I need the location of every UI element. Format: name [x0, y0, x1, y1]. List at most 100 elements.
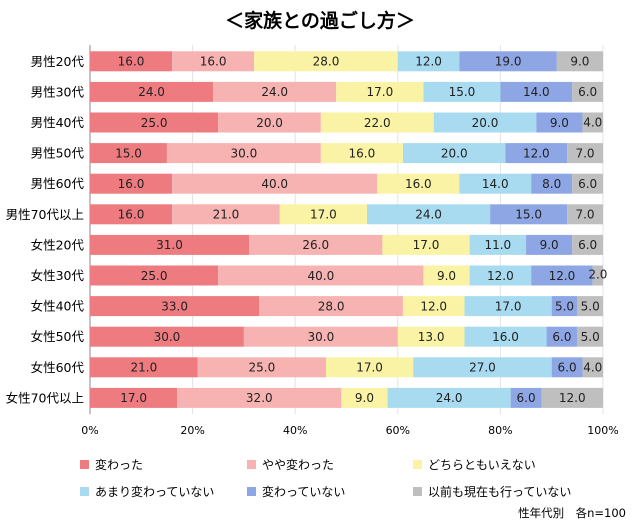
category-label: 女性40代 [31, 299, 85, 314]
bar-segment [197, 357, 326, 378]
bar-segment [377, 173, 460, 194]
legend-swatch [413, 487, 422, 496]
data-label: 33.0 [161, 299, 188, 313]
data-label: 30.0 [154, 330, 181, 344]
data-label: 28.0 [318, 299, 345, 313]
data-label: 21.0 [131, 361, 158, 375]
bar-segment [567, 204, 603, 225]
bar-segment [505, 143, 568, 164]
bar-segment [464, 296, 552, 317]
bar-segment [177, 387, 342, 408]
data-label: 14.0 [523, 85, 550, 99]
data-label: 24.0 [415, 208, 442, 222]
bar-segment [90, 204, 173, 225]
data-label: 14.0 [482, 177, 509, 191]
data-label: 12.0 [523, 146, 550, 160]
data-label: 6.0 [552, 330, 571, 344]
data-label: 19.0 [495, 55, 522, 69]
bar-segment [90, 357, 198, 378]
bar-segment [90, 143, 167, 164]
bar-segment [402, 296, 465, 317]
data-label: 13.0 [418, 330, 445, 344]
bar-segment [325, 357, 414, 378]
legend-label: 以前も現在も行っていない [428, 484, 571, 499]
bar-segment [341, 387, 388, 408]
data-label: 15.0 [115, 146, 142, 160]
data-label: 17.0 [413, 238, 440, 252]
data-label: 8.0 [542, 177, 561, 191]
category-label: 男性70代以上 [6, 207, 84, 222]
bar-segment [90, 265, 219, 286]
bar-segment [90, 173, 173, 194]
data-label: 9.0 [355, 391, 374, 405]
data-label: 9.0 [570, 55, 589, 69]
data-label: 21.0 [213, 208, 240, 222]
bar-segment [459, 51, 557, 72]
bar-segment [172, 51, 255, 72]
category-label: 男性50代 [31, 146, 85, 161]
bar-segment [402, 143, 506, 164]
x-tick-label: 80% [488, 424, 512, 437]
bar-segment [320, 112, 434, 133]
bar-segment [218, 112, 321, 133]
data-label: 17.0 [356, 361, 383, 375]
bar-segment [500, 81, 573, 102]
data-label: 15.0 [449, 85, 476, 99]
data-label: 20.0 [256, 116, 283, 130]
bar-segment [243, 326, 398, 347]
bar-segment [367, 204, 491, 225]
bar-segment [213, 81, 337, 102]
data-label: 16.0 [405, 177, 432, 191]
legend-label: やや変わった [262, 457, 334, 472]
bar-segment [254, 51, 398, 72]
bar-segment [510, 387, 542, 408]
category-label: 男性20代 [31, 54, 85, 69]
data-label: 6.0 [578, 238, 597, 252]
data-label: 6.0 [517, 391, 536, 405]
bar-segment [526, 234, 573, 255]
data-label: 40.0 [261, 177, 288, 191]
bar-segment [90, 296, 260, 317]
legend-swatch [247, 460, 256, 469]
data-label: 16.0 [118, 55, 145, 69]
data-label: 17.0 [366, 85, 393, 99]
data-label: 27.0 [469, 361, 496, 375]
bar-segment [423, 81, 501, 102]
data-label: 16.0 [118, 208, 145, 222]
bar-segment [336, 81, 424, 102]
bar-segment [259, 296, 403, 317]
bar-segment [541, 387, 603, 408]
data-label: 12.0 [415, 55, 442, 69]
data-label: 25.0 [248, 361, 275, 375]
bar-segment [90, 51, 173, 72]
data-label: 24.0 [261, 85, 288, 99]
legend-label: あまり変わっていない [95, 484, 214, 499]
data-label: 17.0 [495, 299, 522, 313]
bar-segment [397, 51, 460, 72]
bar-segment [556, 51, 603, 72]
bar-segment [90, 387, 178, 408]
data-label: 15.0 [515, 208, 542, 222]
legend-swatch [413, 460, 422, 469]
category-label: 男性40代 [31, 115, 85, 130]
legend-swatch [80, 487, 89, 496]
category-label: 女性30代 [31, 268, 85, 283]
bar-segment [577, 326, 603, 347]
bar-segment [459, 173, 532, 194]
x-tick-label: 0% [81, 424, 98, 437]
bar-segment [279, 204, 368, 225]
bar-segment [531, 265, 593, 286]
data-label: 25.0 [141, 116, 168, 130]
data-label: 32.0 [246, 391, 273, 405]
category-label: 女性70代以上 [6, 390, 84, 405]
data-label: 16.0 [200, 55, 227, 69]
x-tick-label: 40% [283, 424, 307, 437]
data-label: 6.0 [558, 361, 577, 375]
bar-segment [551, 357, 583, 378]
data-label: 22.0 [364, 116, 391, 130]
data-label: 31.0 [156, 238, 183, 252]
bar-segment [469, 234, 527, 255]
bar-segment [166, 143, 321, 164]
bar-segment [397, 326, 465, 347]
